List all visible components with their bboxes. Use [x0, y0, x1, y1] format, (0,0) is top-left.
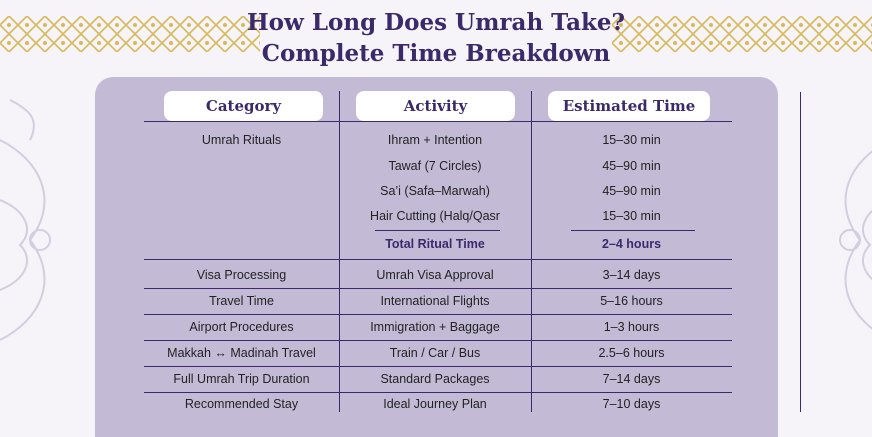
category-cell: Visa Processing	[196, 268, 287, 282]
page-title-line-1: How Long Does Umrah Take?	[246, 9, 626, 36]
activity-cell: International Flights	[380, 294, 490, 308]
total-ritual-time-label: Total Ritual Time	[385, 237, 485, 251]
header-category: Category	[164, 91, 323, 121]
time-cell: 1–3 hours	[603, 320, 660, 334]
category-cell: Makkah ↔ Madinah Travel	[167, 346, 316, 360]
category-cell: Recommended Stay	[184, 397, 299, 411]
column-divider	[339, 91, 340, 412]
floral-ornament-right-icon	[839, 150, 872, 330]
activity-cell: Sa’i (Safa–Marwah)	[380, 184, 490, 198]
subtotal-divider	[375, 230, 500, 231]
category-cell: Travel Time	[209, 294, 274, 308]
activity-cell: Tawaf (7 Circles)	[388, 159, 482, 173]
row-divider	[144, 366, 732, 367]
activity-cell: Hair Cutting (Halq/Qasr	[370, 209, 500, 223]
header-estimated-time: Estimated Time	[548, 91, 710, 121]
gold-lattice-pattern-left	[0, 16, 260, 52]
gold-lattice-pattern-right	[612, 16, 872, 52]
time-cell: 45–90 min	[602, 159, 661, 173]
column-divider	[531, 91, 532, 412]
time-cell: 45–90 min	[602, 184, 661, 198]
total-ritual-time-value: 2–4 hours	[601, 237, 662, 251]
row-divider	[144, 392, 732, 393]
time-cell: 15–30 min	[602, 133, 661, 147]
table-panel	[95, 77, 778, 437]
row-divider	[144, 314, 732, 315]
row-divider	[144, 340, 732, 341]
row-divider	[144, 288, 732, 289]
activity-cell: Standard Packages	[380, 372, 490, 386]
time-cell: 3–14 days	[602, 268, 661, 282]
activity-cell: Ihram + Intention	[387, 133, 483, 147]
floral-ornament-left-icon	[0, 99, 51, 341]
category-cell: Full Umrah Trip Duration	[173, 372, 310, 386]
time-cell: 7–14 days	[602, 372, 661, 386]
time-cell: 7–10 days	[602, 397, 661, 411]
category-cell: Umrah Rituals	[201, 133, 282, 147]
time-cell: 15–30 min	[602, 209, 661, 223]
activity-cell: Ideal Journey Plan	[383, 397, 487, 411]
activity-cell: Umrah Visa Approval	[376, 268, 494, 282]
header-activity: Activity	[356, 91, 515, 121]
divider	[800, 92, 801, 412]
subtotal-divider	[571, 230, 695, 231]
activity-cell: Immigration + Baggage	[370, 320, 500, 334]
time-cell: 2.5–6 hours	[598, 346, 665, 360]
page-title-line-2: Complete Time Breakdown	[261, 40, 611, 67]
row-divider	[144, 121, 732, 122]
row-divider	[144, 259, 732, 260]
time-cell: 5–16 hours	[600, 294, 663, 308]
category-cell: Airport Procedures	[189, 320, 294, 334]
activity-cell: Train / Car / Bus	[389, 346, 481, 360]
